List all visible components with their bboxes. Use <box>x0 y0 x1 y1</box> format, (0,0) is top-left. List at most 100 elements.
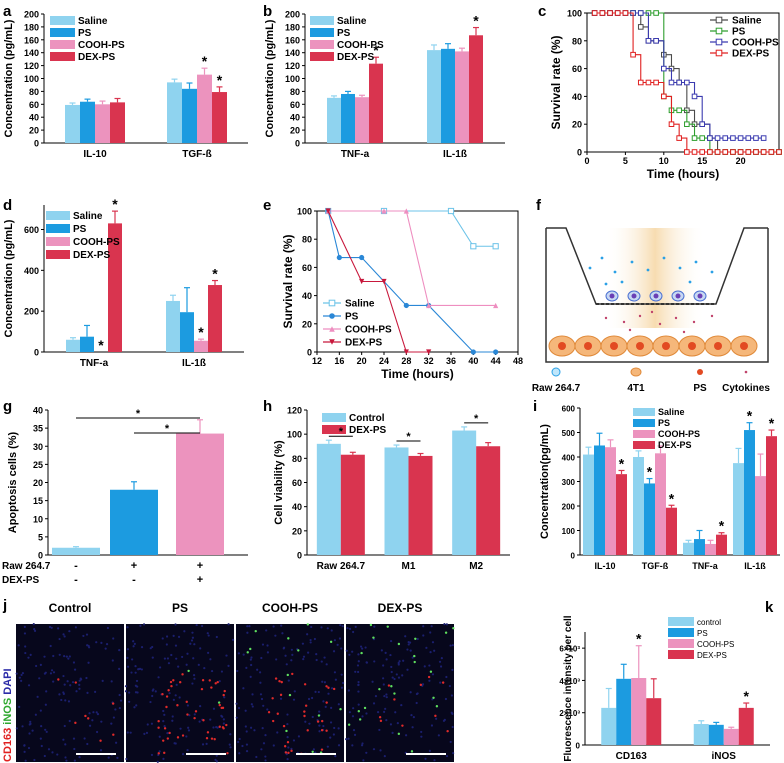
y-tick-label: 100 <box>285 74 300 84</box>
dapi-dot <box>20 673 23 677</box>
dapi-dot <box>62 633 65 636</box>
cd163-dot <box>332 687 336 691</box>
dapi-dot <box>149 647 152 650</box>
x-tick-label: 15 <box>697 156 707 166</box>
dapi-dot <box>433 759 436 762</box>
dapi-dot <box>431 673 435 676</box>
cd163-dot <box>222 727 225 730</box>
dapi-dot <box>334 755 337 758</box>
dapi-dot <box>306 633 309 636</box>
dapi-dot <box>183 630 186 633</box>
dapi-dot <box>75 690 78 693</box>
cd163-dot <box>434 714 437 718</box>
dapi-dot <box>130 671 133 674</box>
dapi-dot <box>411 656 414 659</box>
y-axis-label: Concentration (pg/mL) <box>3 219 15 337</box>
inos-dot <box>413 660 416 664</box>
dapi-dot <box>15 672 18 675</box>
dapi-dot <box>134 665 137 668</box>
y-tick-label: 0 <box>307 348 312 358</box>
dapi-dot <box>360 744 364 747</box>
dapi-dot <box>64 743 67 746</box>
dapi-dot <box>157 676 160 679</box>
legend-swatch <box>46 237 70 246</box>
dapi-dot <box>156 760 159 763</box>
dapi-dot <box>385 693 388 696</box>
dapi-dot <box>340 673 343 676</box>
y-axis-label: Apoptosis cells (%) <box>7 431 19 533</box>
bar <box>80 336 94 352</box>
bar <box>408 455 433 555</box>
bar <box>631 678 647 745</box>
y-axis-label: Cell viability (%) <box>273 440 285 525</box>
marker <box>676 107 682 114</box>
dapi-dot <box>101 679 104 682</box>
marker <box>714 135 721 141</box>
marker <box>622 10 629 16</box>
legend-swatch <box>310 28 334 37</box>
dapi-dot <box>407 640 410 644</box>
inos-dot <box>386 625 389 628</box>
dapi-dot <box>36 695 39 698</box>
legend-label: PS <box>345 312 359 323</box>
dapi-dot <box>292 739 296 742</box>
dapi-dot <box>365 751 368 754</box>
inos-dot <box>444 631 448 634</box>
bar <box>708 724 724 745</box>
significance-mark: * <box>373 42 379 58</box>
dapi-dot <box>248 625 251 628</box>
dapi-dot <box>428 749 431 752</box>
dapi-dot <box>140 668 143 671</box>
cd163-dot <box>287 751 290 755</box>
legend-label: PS <box>732 27 746 38</box>
y-tick-label: 30 <box>33 442 43 452</box>
x-tick-label: 20 <box>357 356 367 366</box>
bar <box>110 489 158 555</box>
dapi-dot <box>78 683 81 686</box>
bar <box>476 446 501 555</box>
dapi-dot <box>33 629 37 633</box>
dapi-dot <box>215 635 218 639</box>
bar <box>683 542 694 555</box>
dapi-dot <box>385 718 388 722</box>
category-label: CD163 <box>616 751 648 762</box>
dapi-dot <box>266 708 269 711</box>
dapi-dot <box>207 651 210 654</box>
dapi-dot <box>362 759 365 762</box>
significance-mark: * <box>198 324 204 340</box>
dapi-dot <box>158 750 161 753</box>
dapi-dot <box>395 673 398 676</box>
inos-dot <box>286 673 289 677</box>
dapi-dot <box>382 677 385 680</box>
dapi-dot <box>49 644 52 648</box>
x-tick-label: 48 <box>513 356 523 366</box>
marker <box>336 254 342 261</box>
dapi-dot <box>430 625 433 628</box>
panel-label: a <box>3 3 12 20</box>
dapi-dot <box>171 719 174 722</box>
dapi-dot <box>337 703 340 706</box>
dapi-dot <box>68 655 71 658</box>
dapi-dot <box>31 729 34 732</box>
marker <box>668 121 675 128</box>
marker <box>637 79 644 86</box>
category-label: iNOS <box>712 751 737 762</box>
dapi-dot <box>237 706 241 710</box>
dapi-dot <box>357 670 360 674</box>
legend-swatch <box>322 425 346 434</box>
dapi-dot <box>435 717 438 720</box>
significance-mark: * <box>636 631 642 647</box>
dapi-dot <box>172 698 175 701</box>
dapi-dot <box>215 754 218 757</box>
dapi-dot <box>154 690 157 693</box>
y-tick-label: 0 <box>34 348 39 358</box>
dapi-dot <box>63 635 66 638</box>
dapi-dot <box>275 658 278 661</box>
dapi-dot <box>394 711 397 714</box>
bar <box>646 698 662 745</box>
dapi-dot <box>118 667 121 670</box>
dapi-dot <box>44 671 47 674</box>
y-axis-label: Concentration (pg/mL) <box>3 19 15 137</box>
x-tick-label: 0 <box>584 156 589 166</box>
inos-dot <box>369 623 373 627</box>
